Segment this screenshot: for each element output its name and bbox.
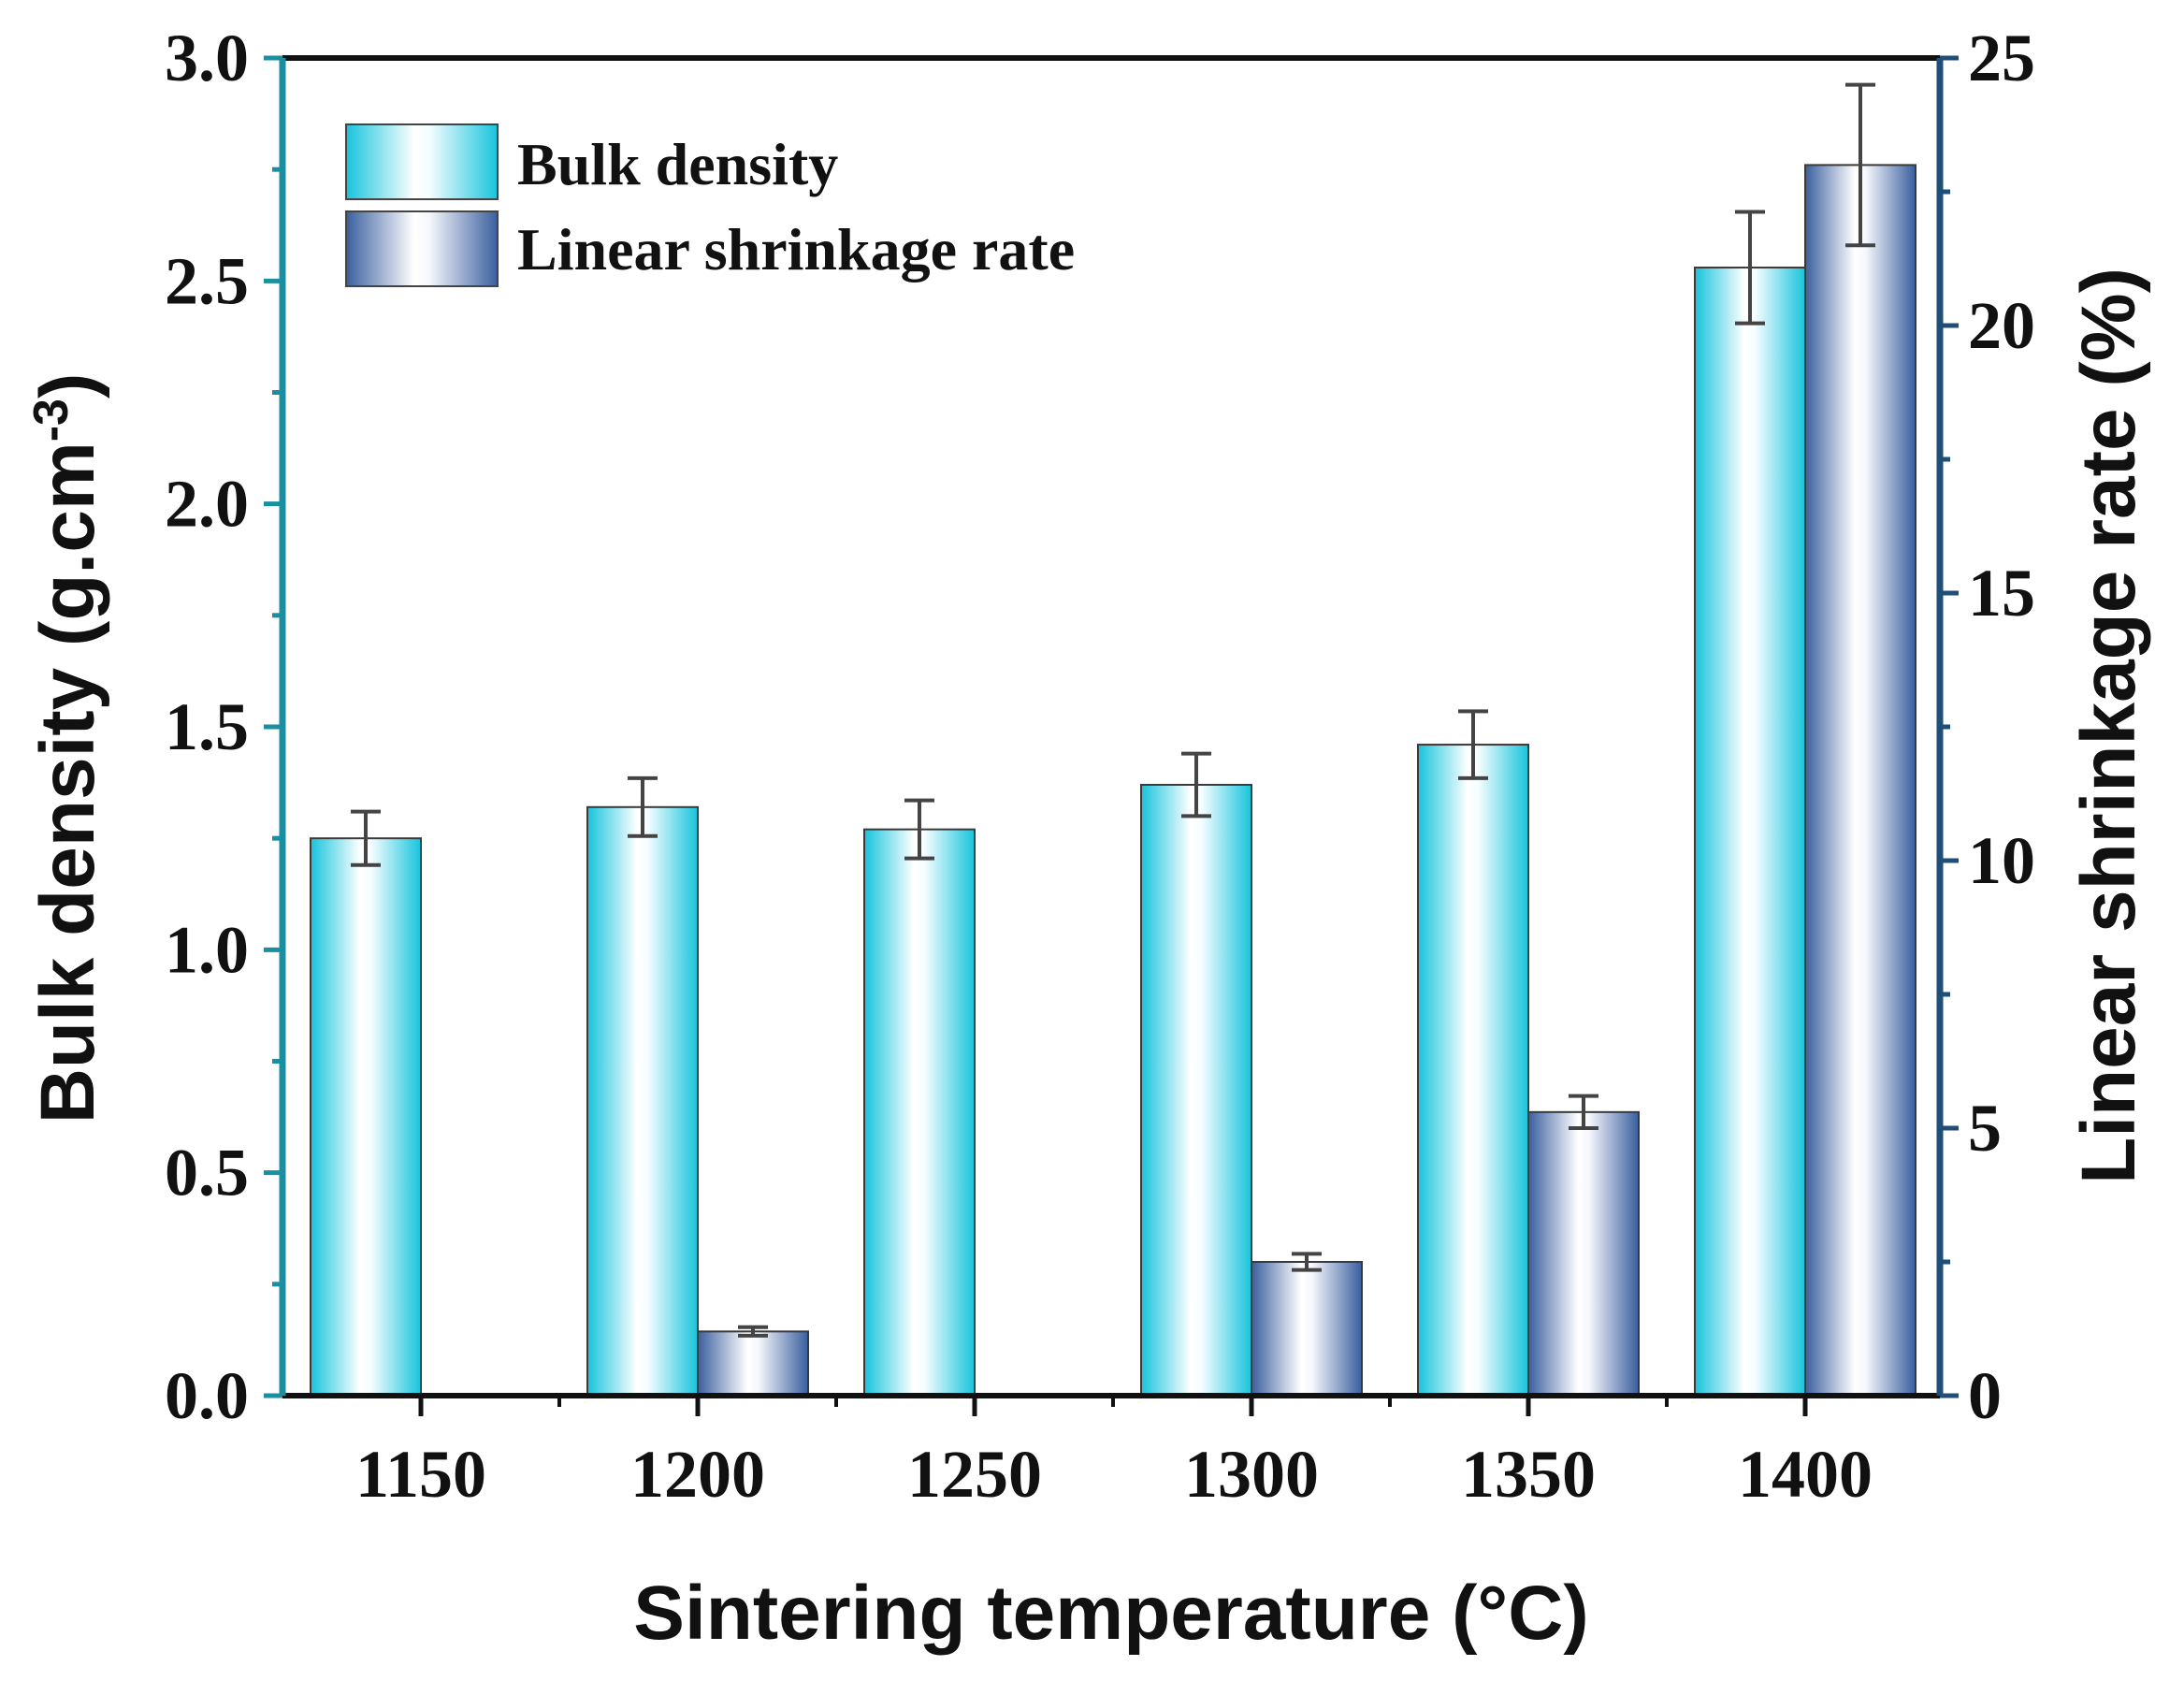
x-axis-title: Sintering temperature (°C) — [633, 1571, 1588, 1656]
legend: Bulk density Linear shrinkage rate — [345, 123, 1075, 287]
left-tick-label: 2.0 — [165, 467, 249, 542]
legend-swatch-linear-shrinkage — [345, 210, 499, 287]
x-tick-label: 1350 — [1461, 1437, 1596, 1512]
left-tick-label: 0.5 — [165, 1136, 249, 1210]
right-y-axis-title: Linear shrinkage rate (%) — [2066, 268, 2151, 1184]
left-y-axis-title: Bulk density (g.cm-3) — [24, 373, 110, 1124]
x-tick-label: 1250 — [907, 1437, 1042, 1512]
left-tick-label: 2.5 — [165, 243, 249, 318]
bar-linear-shrinkage — [1804, 164, 1916, 1397]
legend-label-bulk-density: Bulk density — [517, 131, 838, 197]
legend-label-linear-shrinkage: Linear shrinkage rate — [517, 216, 1075, 282]
x-tick-label: 1200 — [630, 1437, 765, 1512]
left-y-axis-title-sup: -3 — [24, 398, 79, 442]
bars-layer — [310, 164, 1916, 1397]
bar-bulk-density — [1694, 267, 1806, 1397]
right-tick-label: 20 — [1968, 288, 2035, 363]
bar-linear-shrinkage — [1251, 1261, 1363, 1397]
left-tick-label: 1.0 — [165, 912, 249, 987]
right-tick-label: 15 — [1968, 556, 2035, 630]
bar-bulk-density — [863, 828, 976, 1397]
left-y-axis-title-main: Bulk density (g.cm — [25, 442, 110, 1123]
x-tick-label: 1400 — [1738, 1437, 1873, 1512]
left-tick-label: 1.5 — [165, 689, 249, 764]
left-tick-labels: 0.0 0.5 1.0 1.5 2.0 2.5 3.0 — [165, 21, 249, 1433]
right-tick-label: 5 — [1968, 1091, 2002, 1166]
bar-bulk-density — [310, 837, 422, 1397]
error-bars-layer — [351, 82, 1875, 1338]
bar-bulk-density — [586, 805, 699, 1397]
x-tick-labels: 1150 1200 1250 1300 1350 1400 — [355, 1437, 1873, 1512]
right-tick-label: 0 — [1968, 1358, 2002, 1433]
bar-linear-shrinkage — [697, 1330, 809, 1397]
left-tick-label: 0.0 — [165, 1358, 249, 1433]
x-tick-label: 1300 — [1184, 1437, 1319, 1512]
bar-bulk-density — [1417, 744, 1529, 1397]
x-tick-label: 1150 — [355, 1437, 486, 1512]
legend-swatch-bulk-density — [345, 123, 499, 200]
bar-linear-shrinkage — [1527, 1110, 1640, 1397]
left-tick-label: 3.0 — [165, 21, 249, 95]
right-tick-label: 25 — [1968, 21, 2035, 95]
right-tick-label: 10 — [1968, 823, 2035, 898]
ticks-layer — [264, 55, 1959, 1416]
bar-bulk-density — [1140, 783, 1252, 1397]
left-y-axis-title-close: ) — [25, 373, 110, 398]
right-tick-labels: 0 5 10 15 20 25 — [1968, 21, 2035, 1433]
